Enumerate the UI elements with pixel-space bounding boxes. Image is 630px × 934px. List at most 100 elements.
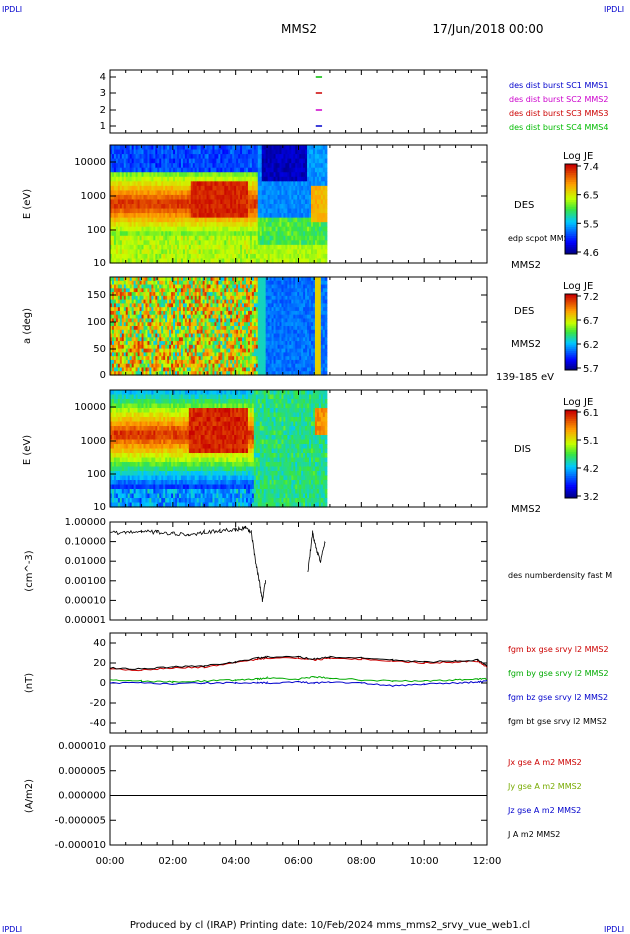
des-pitch-cell <box>232 318 235 323</box>
des-pitch-cell <box>186 295 190 301</box>
des-pitch-cell <box>119 367 123 372</box>
des-pitch-cell <box>171 280 174 286</box>
des-pitch-cell <box>159 295 162 301</box>
des-pitch-cell <box>149 314 152 320</box>
des-energy-cell <box>165 154 168 160</box>
des-energy-cell <box>271 204 275 210</box>
des-energy-cell <box>253 145 257 151</box>
des-energy-cell <box>135 163 139 169</box>
des-energy-cell <box>257 154 261 160</box>
des-energy-cell <box>121 217 125 223</box>
des-pitch-cell <box>121 299 125 304</box>
des-pitch-cell <box>208 352 212 357</box>
des-energy-cell <box>291 172 294 178</box>
des-energy-cell <box>115 226 119 232</box>
des-pitch-cell <box>161 303 164 308</box>
des-pitch-cell <box>234 356 237 361</box>
des-energy-cell <box>251 231 255 237</box>
des-energy-cell <box>180 213 184 219</box>
des-energy-cell <box>314 190 318 196</box>
des-pitch-cell <box>111 329 115 335</box>
des-energy-cell <box>184 194 188 201</box>
des-pitch-cell <box>220 341 223 346</box>
des-energy-cell <box>111 163 115 169</box>
des-energy-cell <box>171 208 174 214</box>
des-energy-cell <box>318 194 322 201</box>
des-pitch-cell <box>129 288 133 293</box>
des-energy-cell <box>115 181 119 187</box>
des-pitch-cell <box>182 284 186 289</box>
des-pitch-cell <box>247 299 251 304</box>
des-pitch-cell <box>129 322 133 327</box>
des-pitch-cell <box>139 288 143 293</box>
des-energy-cell <box>202 172 206 178</box>
des-energy-cell <box>137 204 141 210</box>
des-energy-cell <box>299 154 302 160</box>
des-energy-cell <box>196 163 200 169</box>
des-energy-cell <box>287 258 290 264</box>
des-pitch-cell <box>177 326 180 331</box>
des-energy-cell <box>255 231 259 237</box>
des-energy-cell <box>311 149 314 155</box>
des-pitch-cell <box>204 292 208 297</box>
des-energy-cell <box>314 176 318 182</box>
des-energy-cell <box>269 235 273 241</box>
des-pitch-cell <box>216 356 219 361</box>
des-pitch-cell <box>127 292 131 297</box>
des-energy-cell <box>283 194 286 201</box>
des-energy-cell <box>281 167 285 173</box>
des-energy-cell <box>267 176 271 182</box>
des-energy-cell <box>153 190 156 196</box>
des-pitch-cell <box>222 326 225 331</box>
des-energy-cell <box>125 258 129 264</box>
des-energy-cell <box>198 194 202 201</box>
des-energy-cell <box>224 253 227 260</box>
des-energy-cell <box>309 249 312 255</box>
des-energy-cell <box>289 231 292 237</box>
des-energy-cell <box>218 181 221 187</box>
des-energy-cell <box>133 240 137 246</box>
des-energy-cell <box>255 167 259 173</box>
des-energy-cell <box>198 158 202 164</box>
des-pitch-cell <box>182 359 186 365</box>
des-energy-cell <box>167 199 170 205</box>
des-energy-cell <box>173 194 176 201</box>
des-pitch-cell <box>115 352 119 357</box>
des-energy-cell <box>236 194 239 201</box>
des-energy-cell <box>131 154 135 160</box>
des-pitch-cell <box>245 359 249 365</box>
des-pitch-cell <box>224 348 227 353</box>
des-pitch-cell <box>173 341 176 346</box>
des-energy-cell <box>180 258 184 264</box>
des-energy-cell <box>210 240 214 246</box>
des-energy-cell <box>145 235 149 241</box>
des-energy-cell <box>311 190 314 196</box>
des-pitch-cell <box>247 371 251 376</box>
des-energy-cell <box>200 194 204 201</box>
des-pitch-cell <box>192 326 196 331</box>
des-pitch-cell <box>251 371 255 376</box>
des-pitch-cell <box>117 322 121 327</box>
des-pitch-cell <box>192 318 196 323</box>
des-pitch-cell <box>175 280 178 286</box>
des-energy-cell <box>285 163 288 169</box>
des-pitch-cell <box>247 314 251 320</box>
des-pitch-cell <box>226 295 229 301</box>
des-energy-cell <box>194 258 198 264</box>
des-energy-cell <box>283 231 286 237</box>
des-energy-cell <box>269 226 273 232</box>
des-pitch-cell <box>188 367 192 372</box>
des-energy-cell <box>214 167 218 173</box>
des-pitch-cell <box>202 333 206 338</box>
des-pitch-cell <box>180 333 184 338</box>
des-energy-cell <box>129 154 133 160</box>
des-pitch-cell <box>163 367 166 372</box>
des-pitch-cell <box>226 326 229 331</box>
des-energy-cell <box>236 222 239 228</box>
des-energy-cell <box>167 167 170 173</box>
des-energy-cell <box>194 226 198 232</box>
des-energy-cell <box>169 258 172 264</box>
des-energy-cell <box>216 149 219 155</box>
des-energy-cell <box>212 244 216 250</box>
des-pitch-cell <box>123 322 127 327</box>
